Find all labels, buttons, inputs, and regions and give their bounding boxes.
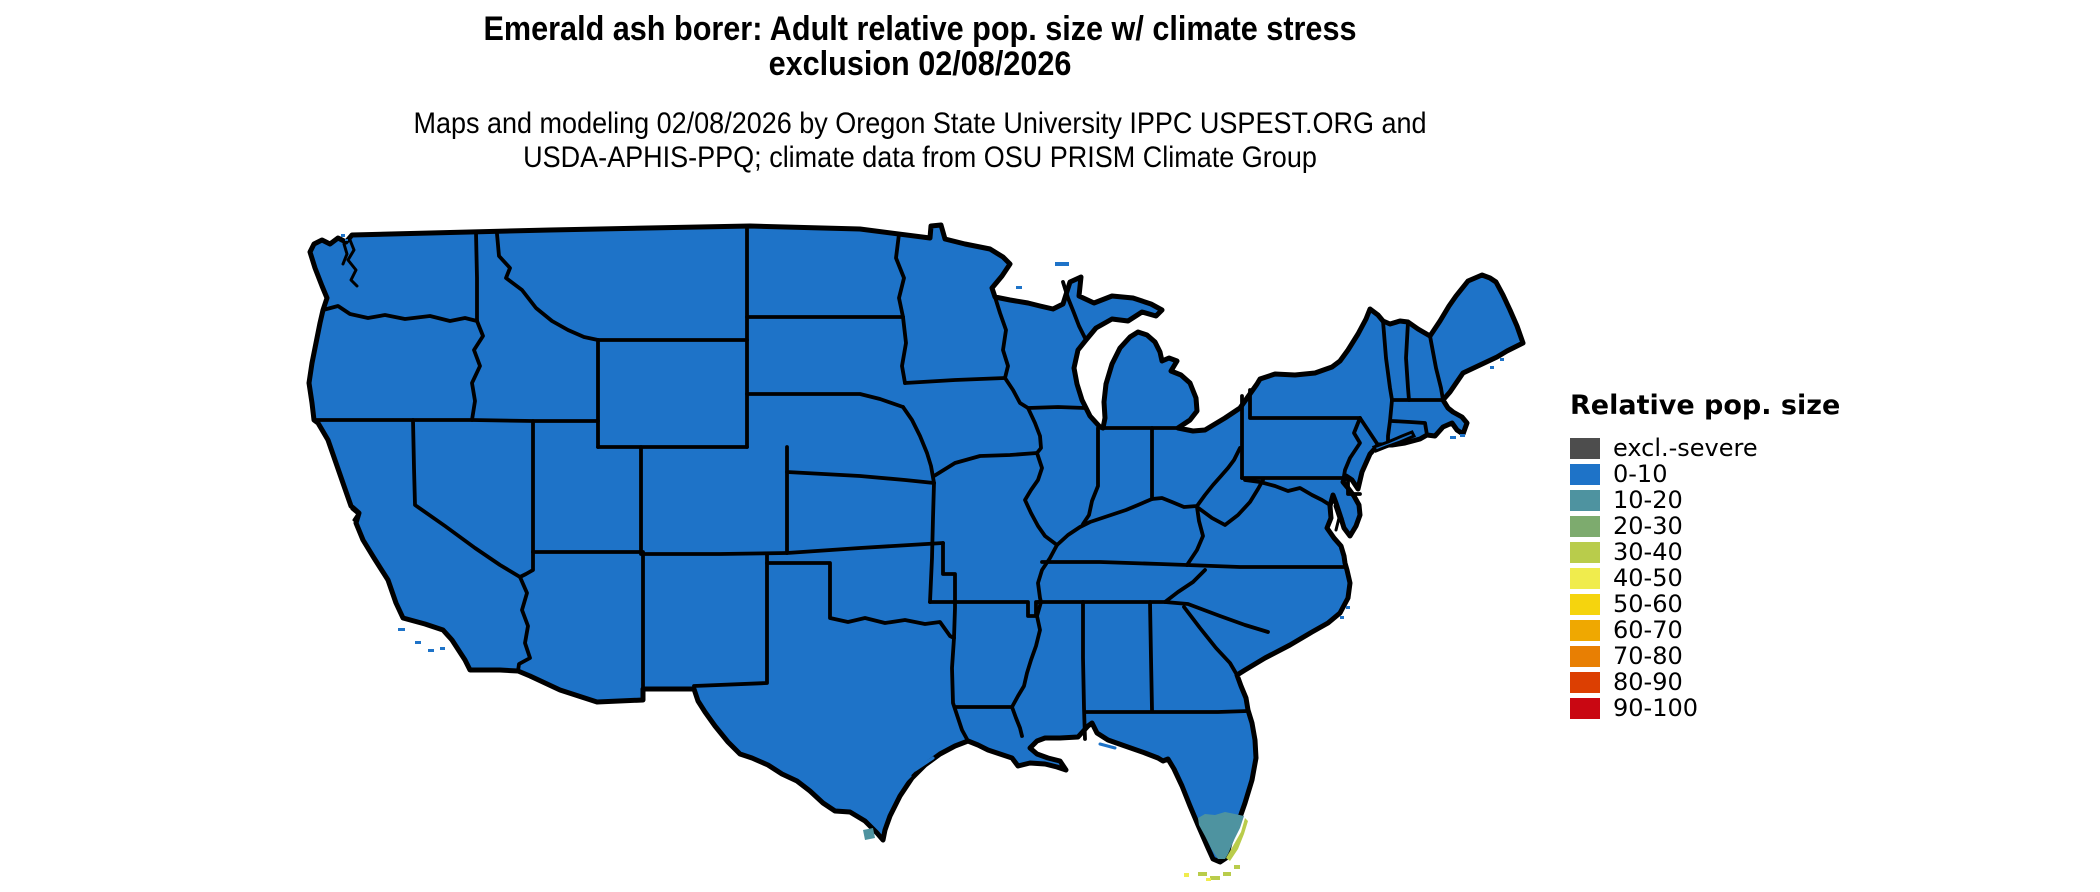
legend-label: 80-90 — [1613, 668, 1683, 696]
florida-rim-30-40-strip — [1226, 818, 1248, 861]
legend-item: 50-60 — [1570, 590, 1870, 618]
legend-label: 20-30 — [1613, 512, 1683, 540]
legend-label: 60-70 — [1613, 616, 1683, 644]
title-block: Emerald ash borer: Adult relative pop. s… — [0, 12, 1840, 175]
legend-swatch-excl-severe — [1570, 437, 1600, 459]
legend-label: 30-40 — [1613, 538, 1683, 566]
legend-label: 40-50 — [1613, 564, 1683, 592]
legend-item: 80-90 — [1570, 668, 1870, 696]
legend-swatch-70-80 — [1570, 645, 1600, 667]
legend-swatch-80-90 — [1570, 671, 1600, 693]
florida-keys-40-50 — [1184, 873, 1211, 881]
map-title-line1: Emerald ash borer: Adult relative pop. s… — [483, 10, 1357, 48]
south-florida-overlay — [863, 812, 1248, 881]
map-subtitle-line2: USDA-APHIS-PPQ; climate data from OSU PR… — [523, 141, 1317, 174]
map-title: Emerald ash borer: Adult relative pop. s… — [92, 12, 1748, 81]
offshore-islands — [341, 234, 1504, 795]
texas-tip-10-20-patch — [863, 828, 875, 840]
legend-item: 90-100 — [1570, 694, 1870, 722]
florida-tip-10-20-patch — [1198, 812, 1244, 859]
legend-item: 0-10 — [1570, 460, 1870, 488]
map-subtitle: Maps and modeling 02/08/2026 by Oregon S… — [92, 107, 1748, 175]
us-choropleth-map — [300, 218, 1530, 892]
water-detail-lines — [341, 238, 1347, 532]
florida-keys-30-40 — [1198, 865, 1240, 880]
legend-item: 30-40 — [1570, 538, 1870, 566]
legend-swatch-0-10 — [1570, 463, 1600, 485]
legend-label: 50-60 — [1613, 590, 1683, 618]
map-subtitle-line1: Maps and modeling 02/08/2026 by Oregon S… — [413, 107, 1427, 140]
legend-swatch-50-60 — [1570, 593, 1600, 615]
legend-item: 20-30 — [1570, 512, 1870, 540]
state-borders — [312, 225, 1445, 743]
legend-item: excl.-severe — [1570, 434, 1870, 462]
legend-label: 90-100 — [1613, 694, 1699, 722]
legend-label: excl.-severe — [1613, 434, 1758, 462]
map-legend: Relative pop. size excl.-severe 0-10 10-… — [1570, 390, 1870, 722]
legend-item: 40-50 — [1570, 564, 1870, 592]
legend-swatch-30-40 — [1570, 541, 1600, 563]
legend-item: 60-70 — [1570, 616, 1870, 644]
legend-item: 10-20 — [1570, 486, 1870, 514]
legend-swatch-90-100 — [1570, 697, 1600, 719]
legend-swatch-10-20 — [1570, 489, 1600, 511]
legend-label: 0-10 — [1613, 460, 1668, 488]
legend-title: Relative pop. size — [1570, 390, 1841, 421]
legend-item: 70-80 — [1570, 642, 1870, 670]
long-island — [1371, 430, 1417, 453]
legend-label: 10-20 — [1613, 486, 1683, 514]
legend-swatch-60-70 — [1570, 619, 1600, 641]
legend-label: 70-80 — [1613, 642, 1683, 670]
legend-swatch-20-30 — [1570, 515, 1600, 537]
map-title-line2: exclusion 02/08/2026 — [768, 45, 1072, 83]
legend-swatch-40-50 — [1570, 567, 1600, 589]
